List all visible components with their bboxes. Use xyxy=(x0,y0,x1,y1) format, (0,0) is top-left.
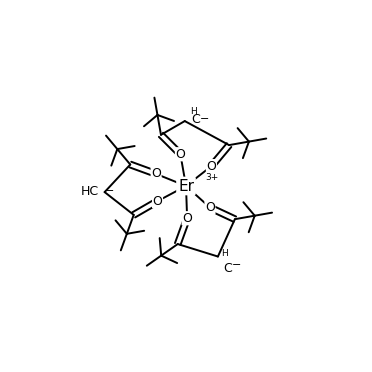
Text: O: O xyxy=(176,148,185,161)
Text: −: − xyxy=(232,260,241,270)
Text: C: C xyxy=(191,113,200,126)
Text: −: − xyxy=(200,114,209,124)
Text: −: − xyxy=(105,186,114,196)
Text: O: O xyxy=(182,212,192,225)
Text: C: C xyxy=(224,262,232,275)
Text: O: O xyxy=(151,167,161,180)
Text: H: H xyxy=(190,106,197,116)
Text: 3+: 3+ xyxy=(205,173,218,182)
Text: O: O xyxy=(153,195,163,208)
Text: O: O xyxy=(206,160,217,173)
Text: Er: Er xyxy=(178,179,194,193)
Text: H: H xyxy=(221,249,228,259)
Text: O: O xyxy=(205,201,215,214)
Text: HC: HC xyxy=(81,185,99,198)
